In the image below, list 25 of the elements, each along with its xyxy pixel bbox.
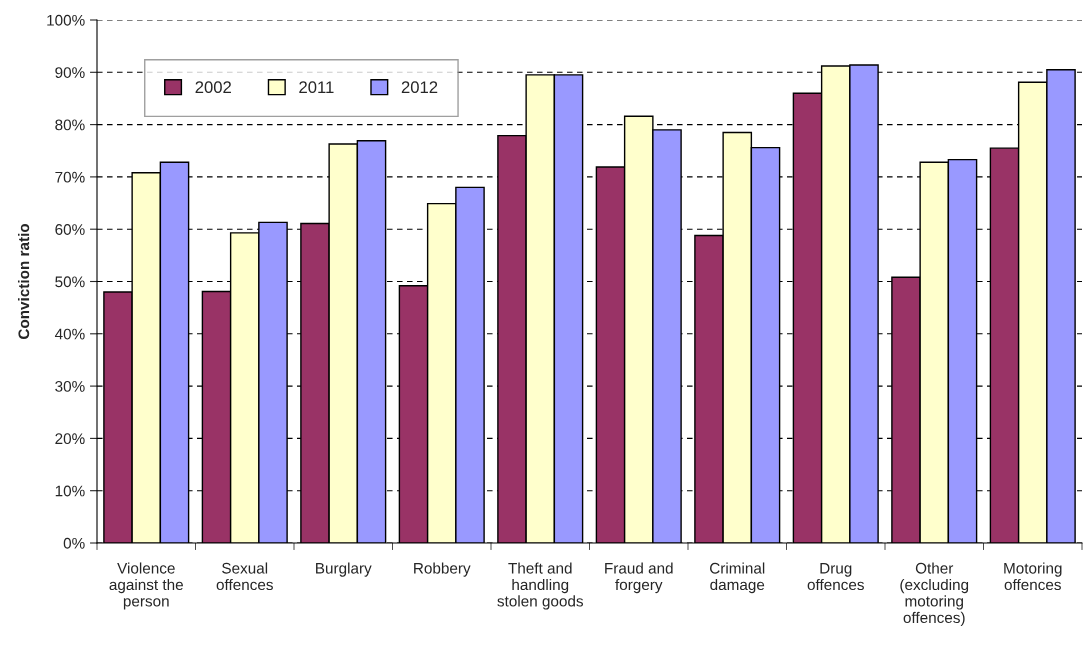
x-tick-label: Sexual offences xyxy=(216,562,273,591)
x-tick-label: Criminal damage xyxy=(710,562,765,594)
y-axis-title: Conviction ratio xyxy=(17,223,30,340)
y-tick-label: 80% xyxy=(55,119,85,131)
y-tick-label: 10% xyxy=(55,485,85,497)
x-tick-label: Other (excluding motoring offences) xyxy=(900,562,969,627)
y-tick-label: 70% xyxy=(55,171,85,183)
x-tick-label: Burglary xyxy=(316,562,372,577)
x-tick-label: Motoring offences xyxy=(1004,562,1062,591)
y-tick-label: 20% xyxy=(55,433,85,445)
x-tick-label: Fraud and forgery xyxy=(605,562,673,594)
y-tick-label: 100% xyxy=(47,14,85,26)
y-tick-label: 0% xyxy=(63,537,85,549)
x-tick-label: Theft and handling stolen goods xyxy=(497,562,584,610)
y-tick-label: 60% xyxy=(55,224,85,235)
x-tick-label: Drug offences xyxy=(807,563,864,591)
legend-label: 2012 xyxy=(401,81,438,94)
y-tick-label: 50% xyxy=(55,276,85,288)
x-tick-label: Violence against the person xyxy=(109,562,183,610)
y-tick-label: 30% xyxy=(55,380,85,392)
y-tick-label: 90% xyxy=(55,67,85,78)
y-tick-label: 40% xyxy=(54,328,85,340)
legend-label: 2002 xyxy=(195,81,231,94)
legend-label: 2011 xyxy=(299,81,334,94)
x-tick-label: Robbery xyxy=(414,562,471,577)
